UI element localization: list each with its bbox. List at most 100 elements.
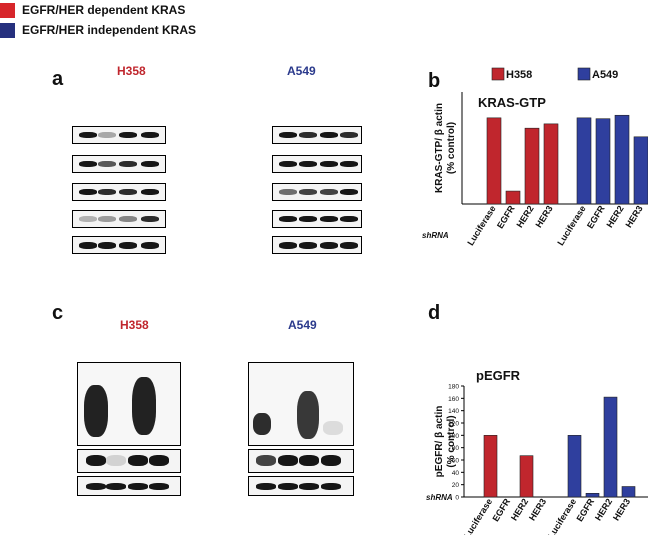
blot-band: [340, 216, 358, 222]
blot-band: [253, 413, 271, 435]
y-axis-label: KRAS-GTP/ β actin: [434, 103, 445, 193]
blot-strip: [248, 449, 354, 473]
blot-band: [149, 483, 169, 490]
y-axis-label: (% control): [446, 122, 457, 174]
blot-band: [141, 161, 159, 167]
blot-band: [279, 161, 297, 167]
bar-h358-her3: [543, 123, 559, 205]
blot-strip: [272, 210, 362, 228]
y-tick-label: 0: [455, 495, 459, 502]
blot-band: [98, 189, 116, 195]
y-tick-label: 100: [448, 433, 459, 440]
legend-swatch-a549: [577, 67, 591, 81]
blot-band: [299, 455, 319, 466]
blot-band: [119, 216, 137, 222]
x-tick-label: EGFR: [574, 496, 596, 523]
chart-title: pEGFR: [476, 368, 521, 383]
chart-d-pegfr: pEGFR pEGFR/ β actin (% control) 0 20 40 60 80 1…: [426, 368, 648, 535]
blot-band: [299, 241, 317, 249]
panel-letter-a: a: [52, 68, 64, 90]
blot-band: [321, 483, 341, 490]
x-tick-label: Luciferase: [555, 204, 587, 247]
blot-band: [79, 132, 97, 138]
blot-strip: [272, 183, 362, 201]
blot-band: [340, 189, 358, 195]
blot-band: [132, 377, 156, 435]
y-tick-label: 80: [452, 445, 460, 452]
y-tick-label: 120: [448, 421, 459, 428]
blot-band: [320, 189, 338, 195]
blot-strip: [72, 210, 166, 228]
blot-band: [320, 216, 338, 222]
blot-band: [340, 161, 358, 167]
blot-band: [278, 483, 298, 490]
bar-a549-her2: [614, 114, 630, 205]
blot-band: [98, 161, 116, 167]
blot-band: [320, 132, 338, 138]
bar-a549-her3: [621, 486, 636, 498]
bar-a549-egfr: [595, 118, 611, 205]
bar-a549-her3: [633, 136, 648, 205]
legend-label-independent: EGFR/HER independent KRAS: [22, 23, 197, 37]
blot-band: [79, 216, 97, 222]
cell-line-h358-c: H358: [120, 318, 149, 332]
blot-band: [141, 216, 159, 222]
y-tick-label: 160: [448, 396, 459, 403]
blot-band: [98, 216, 116, 222]
bar-h358-luciferase: [483, 435, 498, 498]
bar-a549-luciferase: [576, 117, 592, 205]
x-tick-label: HER2: [509, 497, 530, 523]
blot-band: [320, 161, 338, 167]
blot-band: [86, 483, 106, 490]
y-axis-label: (% control): [446, 415, 457, 467]
blot-band: [299, 189, 317, 195]
blot-band: [79, 161, 97, 167]
blot-band: [279, 241, 297, 249]
panel-letter-d: d: [428, 302, 441, 324]
blot-strip: [272, 155, 362, 173]
blot-band: [149, 455, 169, 466]
blot-strip: [77, 362, 181, 446]
blot-band: [128, 455, 148, 466]
blot-strip: [272, 126, 362, 144]
x-tick-label: HER3: [611, 497, 632, 523]
legend-swatch-dependent: [0, 3, 15, 18]
blot-band: [128, 483, 148, 490]
panel-letter-b: b: [428, 70, 441, 92]
chart-b-kras-gtp: KRAS-GTP KRAS-GTP/ β actin (% control) Luci…: [422, 67, 648, 247]
blot-band: [119, 189, 137, 195]
y-tick-label: 20: [452, 482, 460, 489]
blot-band: [323, 421, 343, 435]
blot-band: [299, 216, 317, 222]
blot-band: [256, 483, 276, 490]
panel-letter-c: c: [52, 302, 64, 324]
blot-strip: [72, 236, 166, 254]
y-axis-label-group: pEGFR/ β actin (% control): [434, 406, 457, 478]
blot-band: [299, 161, 317, 167]
cell-line-a549-a: A549: [287, 64, 316, 78]
legend-label-h358: H358: [506, 69, 532, 81]
blot-band: [299, 132, 317, 138]
blot-band: [106, 455, 126, 466]
x-tick-label: HER2: [604, 204, 625, 230]
x-tick-label: Luciferase: [462, 497, 494, 535]
blot-band: [119, 161, 137, 167]
legend-swatch-h358: [491, 67, 505, 81]
blot-band: [119, 132, 137, 138]
blot-band: [297, 391, 319, 439]
legend-label-a549: A549: [592, 69, 618, 81]
blot-band: [278, 455, 298, 466]
blot-band: [279, 216, 297, 222]
cell-line-h358-a: H358: [117, 64, 146, 78]
bar-a549-luciferase: [567, 435, 582, 498]
blot-band: [84, 385, 108, 437]
x-tick-label: HER3: [533, 204, 554, 230]
legend-label-dependent: EGFR/HER dependent KRAS: [22, 3, 186, 17]
blot-band: [321, 455, 341, 466]
x-tick-label: HER2: [514, 204, 535, 230]
blot-strip: [248, 476, 354, 496]
bar-a549-egfr: [585, 493, 600, 498]
blot-band: [320, 241, 338, 249]
blot-strip: [72, 126, 166, 144]
blot-band: [106, 483, 126, 490]
